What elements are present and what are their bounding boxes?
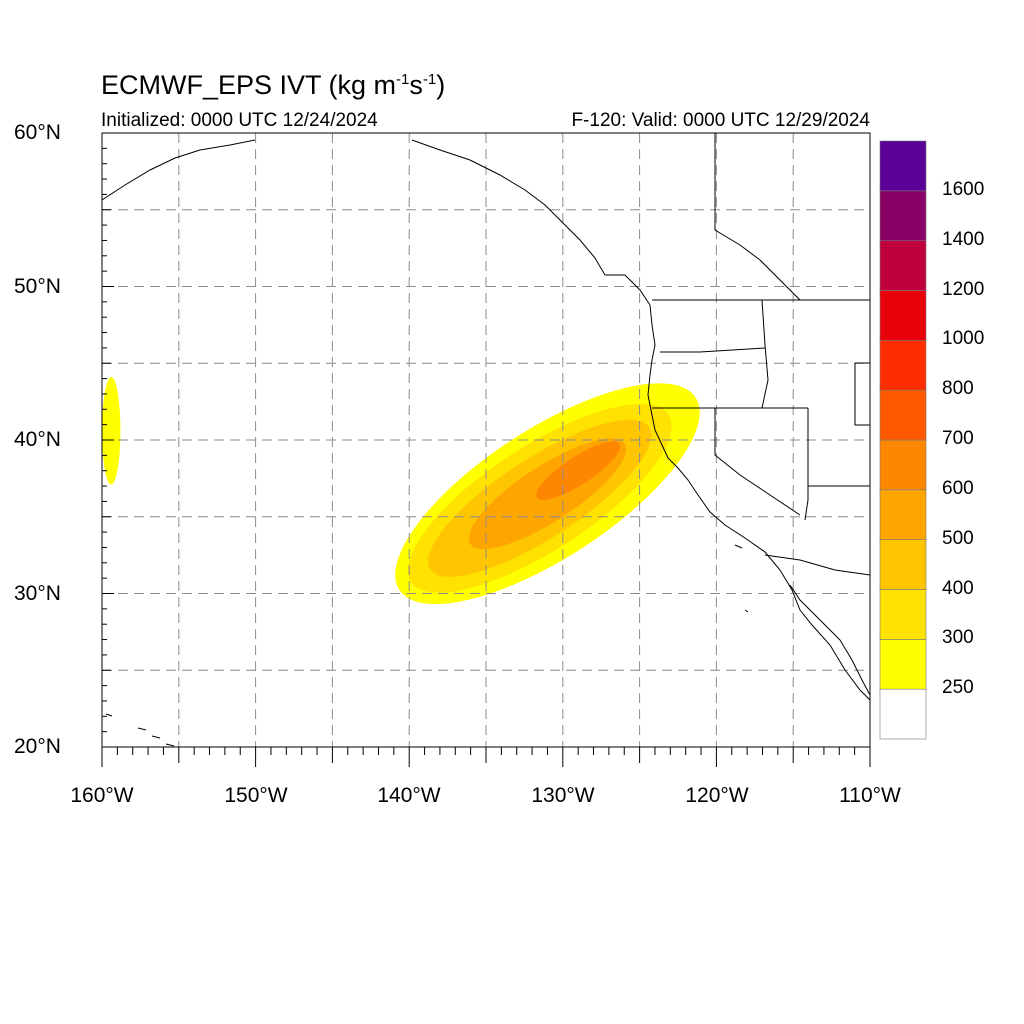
- channel-islands: [734, 544, 749, 613]
- colorbar-box: [879, 489, 927, 540]
- colorbar-label: 250: [942, 677, 974, 699]
- alaska-coastline: [102, 139, 256, 201]
- colorbar-box: [879, 688, 927, 740]
- coastlines: [102, 139, 870, 747]
- mexico-border: [764, 554, 871, 576]
- ivt-contour-600-4: [536, 441, 621, 500]
- oregon-washington-border: [660, 347, 766, 353]
- ivt-shading: [102, 377, 700, 605]
- ivt-contour-250-5: [102, 377, 121, 485]
- colorbar-label: 1600: [942, 178, 985, 200]
- colorbar-box: [879, 190, 927, 241]
- colorbar-box: [879, 290, 927, 341]
- state-borders: [652, 133, 871, 576]
- valid-time-label: F-120: Valid: 0000 UTC 12/29/2024: [571, 110, 870, 131]
- utah-border: [854, 362, 870, 426]
- colorbar-label: 700: [942, 428, 974, 449]
- colorbar-label: 1200: [942, 278, 985, 300]
- colorbar-box: [879, 340, 927, 391]
- colorbar-box: [879, 589, 927, 640]
- hawaii-islands: [105, 713, 175, 747]
- colorbar-label: 600: [942, 477, 974, 499]
- lat-label-30: 30°N: [14, 582, 61, 605]
- lat-label-50: 50°N: [14, 275, 61, 298]
- colorbar-label: 1000: [942, 328, 985, 350]
- chart-title: ECMWF_EPS IVT (kg m-1s-1): [101, 70, 446, 100]
- canada-province-border: [714, 133, 801, 301]
- north-america-coastline: [411, 139, 870, 701]
- lon-label-140w: 140°W: [377, 784, 441, 807]
- lon-label-120w: 120°W: [685, 784, 749, 807]
- lon-label-130w: 130°W: [531, 784, 595, 807]
- colorbar-box: [879, 240, 927, 291]
- colorbar-label: 800: [942, 378, 974, 400]
- lat-label-60: 60°N: [14, 121, 61, 144]
- graticule: [102, 133, 870, 747]
- colorbar-box: [879, 140, 927, 192]
- colorbar-box: [879, 639, 927, 690]
- colorbar-box: [879, 389, 927, 441]
- idaho-border: [761, 299, 769, 409]
- lon-label-160w: 160°W: [70, 784, 134, 807]
- lon-label-110w: 110°W: [839, 784, 901, 807]
- lat-label-40: 40°N: [14, 428, 61, 451]
- init-time-label: Initialized: 0000 UTC 12/24/2024: [101, 110, 378, 131]
- california-nevada-border: [714, 408, 801, 516]
- nevada-east-border: [804, 408, 809, 521]
- colorbar-label: 1400: [942, 228, 985, 250]
- colorbar-box: [879, 539, 927, 590]
- lat-label-20: 20°N: [14, 735, 61, 758]
- colorbar-label: 500: [942, 527, 974, 549]
- colorbar-box: [879, 439, 927, 491]
- axis-ticks: [101, 132, 871, 767]
- colorbar: [879, 140, 927, 740]
- colorbar-label: 300: [942, 627, 974, 649]
- lon-label-150w: 150°W: [224, 784, 288, 807]
- colorbar-label: 400: [942, 577, 974, 599]
- baja-coastline: [789, 584, 870, 696]
